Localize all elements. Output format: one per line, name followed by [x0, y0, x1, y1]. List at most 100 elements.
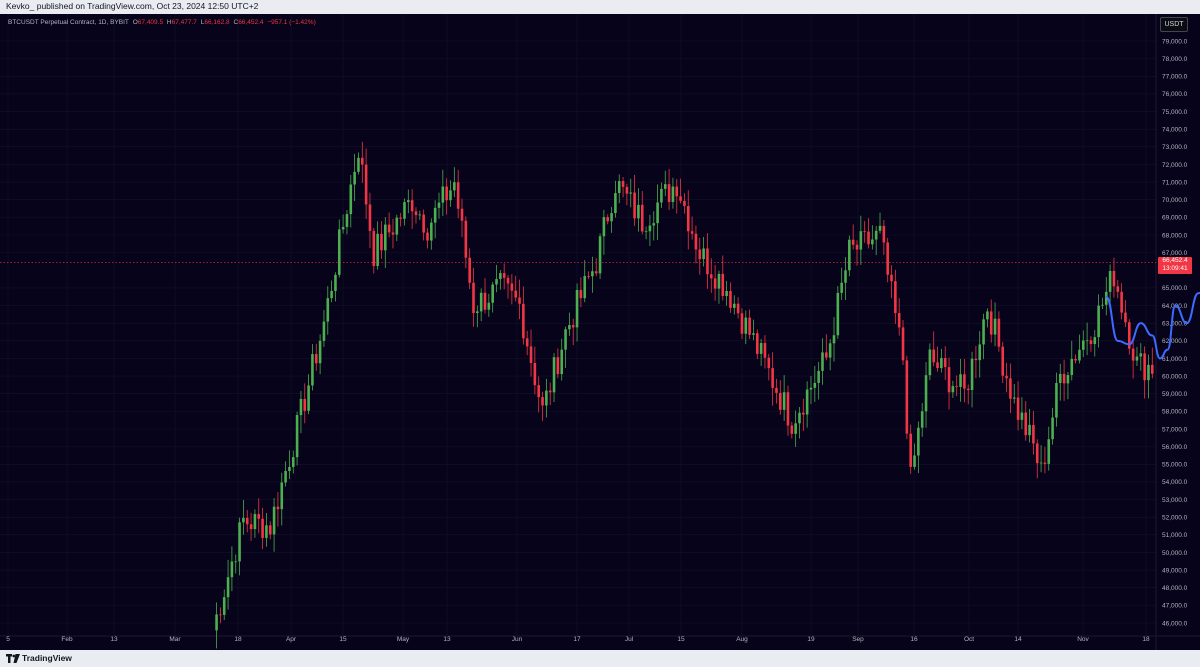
- y-tick-label: 50,000.0: [1162, 550, 1188, 557]
- candle-body: [518, 297, 521, 304]
- candle-body: [959, 374, 962, 387]
- candle-body: [905, 360, 909, 434]
- candle-body: [449, 190, 452, 201]
- y-tick-label: 53,000.0: [1162, 497, 1188, 504]
- candle-body: [288, 466, 291, 471]
- price-chart[interactable]: 46,000.0 47,000.0 48,000.0 49,000.0 50,000.0…: [0, 14, 1200, 650]
- candle-body: [709, 274, 713, 279]
- y-tick-label: 68,000.0: [1162, 232, 1188, 239]
- candle-body: [863, 231, 866, 232]
- candle-body: [1047, 439, 1051, 464]
- candle-body: [779, 392, 782, 410]
- candle-body: [468, 257, 471, 283]
- y-tick-label: 74,000.0: [1162, 126, 1188, 133]
- candle-body: [840, 282, 843, 293]
- candle-body: [1058, 373, 1062, 383]
- candle-body: [855, 244, 859, 250]
- candle-body: [656, 202, 659, 224]
- candle-body: [426, 232, 429, 241]
- candle-body: [249, 524, 253, 530]
- x-tick-label: Jul: [625, 636, 634, 643]
- candle-body: [587, 276, 590, 277]
- publisher-text: Kevko_ published on TradingView.com, Oct…: [6, 1, 259, 11]
- tradingview-logo-icon: [6, 654, 20, 663]
- candle-body: [311, 354, 314, 386]
- candle-body: [525, 338, 529, 347]
- candle-body: [456, 182, 460, 209]
- candle-body: [652, 223, 656, 226]
- candle-body: [1020, 412, 1024, 420]
- candle-body: [686, 205, 690, 232]
- candle-body: [215, 614, 218, 631]
- y-tick-label: 57,000.0: [1162, 426, 1188, 433]
- y-tick-label: 56,000.0: [1162, 444, 1188, 451]
- candle-body: [222, 597, 226, 615]
- change-value: −957.1 (−1.42%): [267, 19, 316, 26]
- candle-body: [491, 284, 494, 303]
- x-tick-label: Mar: [169, 636, 181, 643]
- candle-body: [410, 200, 414, 212]
- high-label: H: [166, 19, 172, 26]
- candle-body: [234, 561, 238, 563]
- candle-body: [894, 281, 897, 314]
- y-tick-label: 51,000.0: [1162, 532, 1188, 539]
- x-tick-label: Jun: [512, 636, 523, 643]
- candle-body: [610, 213, 613, 222]
- candle-body: [1035, 443, 1039, 464]
- open-label: O: [132, 19, 138, 26]
- currency-button[interactable]: USDT: [1160, 17, 1188, 32]
- candle-body: [349, 184, 353, 215]
- candle-body: [1078, 349, 1081, 361]
- x-tick-label: Aug: [736, 636, 748, 643]
- candle-body: [943, 358, 947, 368]
- candle-body: [253, 514, 257, 530]
- candle-body: [721, 273, 725, 297]
- candle-body: [713, 278, 717, 289]
- candle-body: [813, 382, 817, 388]
- candle-body: [257, 514, 261, 519]
- candle-body: [805, 389, 809, 415]
- x-tick-label: 16: [910, 636, 918, 643]
- candle-body: [268, 525, 272, 535]
- y-tick-label: 76,000.0: [1162, 91, 1188, 98]
- candle-body: [848, 239, 851, 271]
- candle-body: [1005, 375, 1008, 379]
- y-tick-label: 49,000.0: [1162, 567, 1188, 574]
- candle-body: [345, 214, 349, 227]
- candle-body: [660, 188, 663, 203]
- candle-body: [502, 273, 506, 278]
- candle-body: [644, 231, 648, 233]
- candle-body: [1120, 291, 1123, 313]
- candle-body: [307, 385, 310, 411]
- candle-body: [802, 412, 805, 415]
- y-tick-label: 72,000.0: [1162, 162, 1188, 169]
- candle-body: [932, 349, 936, 363]
- candle-body: [629, 192, 633, 194]
- y-tick-label: 77,000.0: [1162, 74, 1188, 81]
- candle-body: [1039, 462, 1043, 464]
- candle-body: [1070, 358, 1074, 376]
- candle-body: [326, 298, 330, 322]
- candle-body: [617, 181, 621, 194]
- candle-body: [280, 482, 284, 510]
- candle-body: [744, 317, 748, 334]
- candle-body: [414, 211, 418, 216]
- chart-area[interactable]: 46,000.0 47,000.0 48,000.0 49,000.0 50,000.0…: [0, 14, 1200, 650]
- candle-body: [219, 614, 222, 616]
- candle-body: [606, 217, 610, 222]
- candle-body: [790, 425, 794, 434]
- candle-body: [384, 224, 387, 251]
- y-tick-label: 73,000.0: [1162, 144, 1188, 151]
- last-price-value: 66,452.4: [1162, 257, 1188, 264]
- y-tick-label: 52,000.0: [1162, 514, 1188, 521]
- candle-body: [238, 522, 241, 562]
- candle-body: [867, 231, 870, 245]
- candle-body: [859, 231, 863, 250]
- candle-body: [476, 311, 479, 314]
- candle-body: [675, 186, 679, 197]
- candle-body: [1139, 353, 1143, 357]
- candle-body: [380, 233, 383, 251]
- candle-body: [936, 362, 939, 369]
- y-tick-label: 71,000.0: [1162, 179, 1188, 186]
- y-tick-label: 62,000.0: [1162, 338, 1188, 345]
